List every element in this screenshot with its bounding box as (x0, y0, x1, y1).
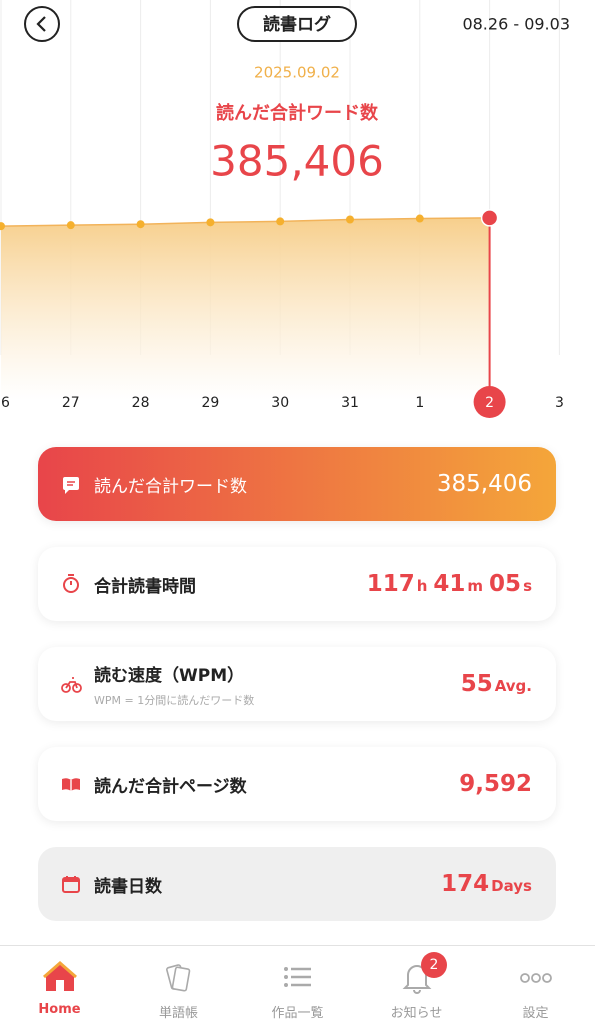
title-pill (237, 6, 357, 42)
selected-value: 385,406 (210, 137, 384, 186)
stat-card[interactable]: 読んだ合計ページ数 9,592 (38, 747, 556, 821)
stat-number: 9,592 (459, 771, 532, 797)
stat-text: 読書日数 (94, 872, 441, 897)
tab-icon (165, 964, 190, 992)
x-tick-label: 2 (485, 395, 494, 411)
stat-value: 117 h 41 m 05 s (367, 571, 532, 597)
stat-label: 読む速度（WPM） (94, 665, 245, 686)
selected-point (480, 209, 499, 227)
stat-icon (63, 477, 79, 494)
point (0, 222, 5, 231)
point (415, 214, 424, 223)
point (206, 218, 215, 227)
stat-number: 41 (433, 571, 466, 597)
stat-icon (63, 574, 79, 593)
stat-label: 読んだ合計ワード数 (94, 476, 247, 497)
stat-icon (61, 677, 82, 693)
stat-card[interactable]: 合計読書時間 117 h 41 m 05 s (38, 547, 556, 621)
stat-value: 174 Days (441, 871, 532, 897)
stat-number: 05 (489, 571, 522, 597)
stat-number: 385,406 (436, 471, 532, 497)
tab-label: 作品一覧 (271, 1006, 324, 1021)
x-tick-label: 31 (341, 395, 359, 411)
x-tick-label: 3 (555, 395, 564, 411)
tab-label: 設定 (522, 1006, 549, 1021)
tab-icon (519, 973, 552, 983)
stat-value: 385,406 (437, 471, 532, 497)
tab-icon (402, 965, 431, 994)
back-button[interactable] (24, 6, 60, 42)
area (1, 217, 490, 400)
tab-item[interactable]: 単語帳 (119, 946, 238, 1025)
tab-bar: Home 単語帳 作品一覧 お知らせ 2 設定 (0, 945, 595, 1025)
point (66, 221, 75, 230)
stat-unit: Avg. (494, 677, 532, 695)
tab-icon (42, 961, 77, 991)
x-tick-label: 29 (201, 395, 219, 411)
x-tick-label: 27 (62, 395, 80, 411)
page-title: 読書ログ (263, 14, 331, 35)
stat-value: 55 Avg. (461, 671, 532, 697)
point (346, 215, 354, 224)
tab-item[interactable]: 作品一覧 (238, 946, 357, 1025)
stat-text: 読む速度（WPM） WPM = 1分間に読んだワード数 (94, 661, 461, 708)
x-tick-label: 30 (271, 395, 289, 411)
stat-card[interactable]: 読書日数 174 Days (38, 847, 556, 921)
stat-text: 読んだ合計ページ数 (94, 772, 459, 797)
tab-item[interactable]: お知らせ 2 (357, 946, 476, 1025)
tab-item[interactable]: 設定 (476, 946, 595, 1025)
selected-label-bg (473, 386, 506, 418)
stat-number: 117 (366, 571, 415, 597)
x-tick-label: 1 (415, 395, 424, 411)
stat-card[interactable]: 読む速度（WPM） WPM = 1分間に読んだワード数 55 Avg. (38, 647, 556, 721)
point (276, 217, 285, 226)
stat-text: 読んだ合計ワード数 (94, 472, 437, 497)
stat-number: 174 (441, 871, 490, 897)
back-icon (36, 16, 46, 32)
stat-label: 合計読書時間 (94, 576, 196, 597)
stat-number: 55 (460, 671, 493, 697)
stat-sub: WPM = 1分間に読んだワード数 (94, 693, 255, 707)
x-tick-label: 26 (0, 395, 10, 411)
stat-unit: m (467, 577, 484, 595)
stat-unit: s (523, 577, 532, 595)
stat-icon (62, 876, 80, 893)
selected-label: 読んだ合計ワード数 (216, 102, 379, 124)
x-tick-label: 28 (132, 395, 150, 411)
tab-icon (283, 967, 311, 987)
chart: 読書ログ 08.26 - 09.03 2025.09.02 読んだ合計ワード数 … (0, 0, 570, 418)
stat-label: 読書日数 (94, 876, 162, 897)
stat-text: 合計読書時間 (94, 572, 367, 597)
line (0, 217, 490, 227)
tab-badge: 2 (421, 952, 447, 978)
stat-label: 読んだ合計ページ数 (94, 776, 247, 797)
tab-item[interactable]: Home (0, 946, 119, 1025)
stat-card[interactable]: 読んだ合計ワード数 385,406 (38, 447, 556, 521)
tab-label: Home (38, 1002, 81, 1017)
stat-icon (62, 778, 80, 791)
tab-label: 単語帳 (158, 1006, 198, 1021)
stat-unit: Days (491, 877, 532, 895)
date-range[interactable]: 08.26 - 09.03 (462, 15, 570, 34)
stat-value: 9,592 (459, 771, 532, 797)
tab-label: お知らせ (390, 1006, 443, 1021)
point (136, 220, 145, 229)
stat-unit: h (416, 577, 428, 595)
selected-date: 2025.09.02 (254, 64, 340, 82)
